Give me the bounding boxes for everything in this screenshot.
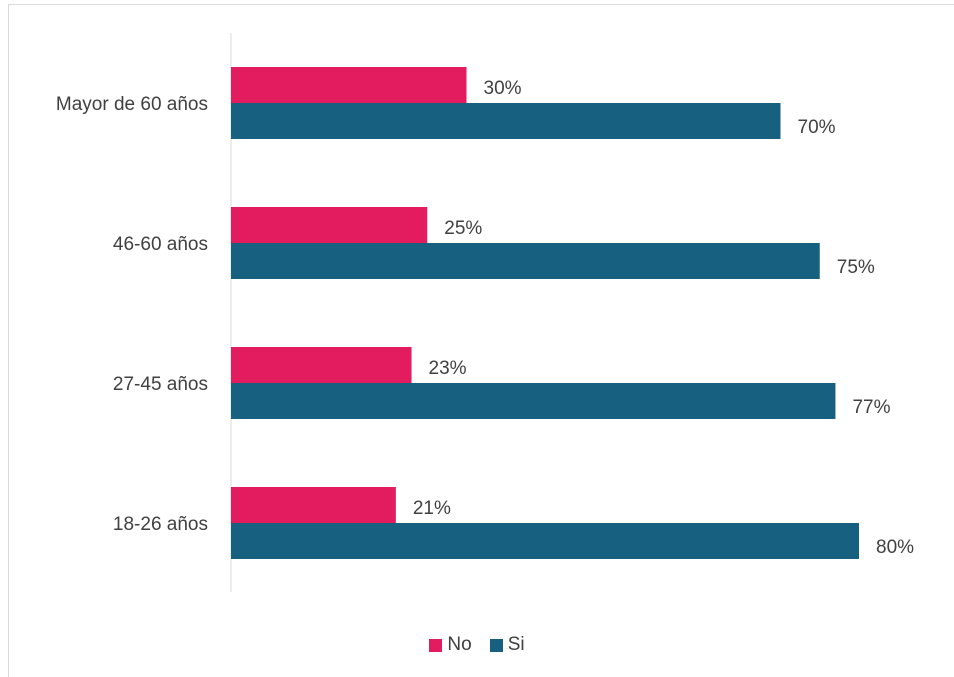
legend-item-no: No [429,634,472,656]
data-labels-group: 30% 70% 25% 75% 23% 77% 21% 80% [413,78,914,558]
category-label: Mayor de 60 años [56,94,208,115]
bar-no [231,67,467,103]
chart-frame [8,4,954,677]
bar-no [231,207,428,243]
data-label-si: 77% [852,397,890,418]
bar-no [231,487,396,523]
legend-swatch-si [489,638,503,652]
category-label: 27-45 años [113,374,208,395]
data-label-no: 23% [429,358,467,379]
category-label: 18-26 años [113,514,208,535]
bar-si [231,243,820,279]
legend-swatch-no [429,638,443,652]
bar-si [231,103,781,139]
data-label-no: 25% [444,218,482,239]
data-label-si: 70% [798,117,836,138]
data-label-no: 30% [484,78,522,99]
bar-no [231,347,412,383]
category-label: 46-60 años [113,234,208,255]
legend-label-si: Si [507,634,525,655]
bars-group [231,67,859,559]
legend-item-si: Si [489,634,525,656]
bar-si [231,523,859,559]
bar-si [231,383,836,419]
data-label-si: 80% [876,537,914,558]
data-label-si: 75% [837,257,875,278]
legend-label-no: No [447,634,472,655]
data-label-no: 21% [413,498,451,519]
category-labels: Mayor de 60 años 46-60 años 27-45 años 18-2… [56,94,208,535]
legend: No Si [0,634,954,656]
